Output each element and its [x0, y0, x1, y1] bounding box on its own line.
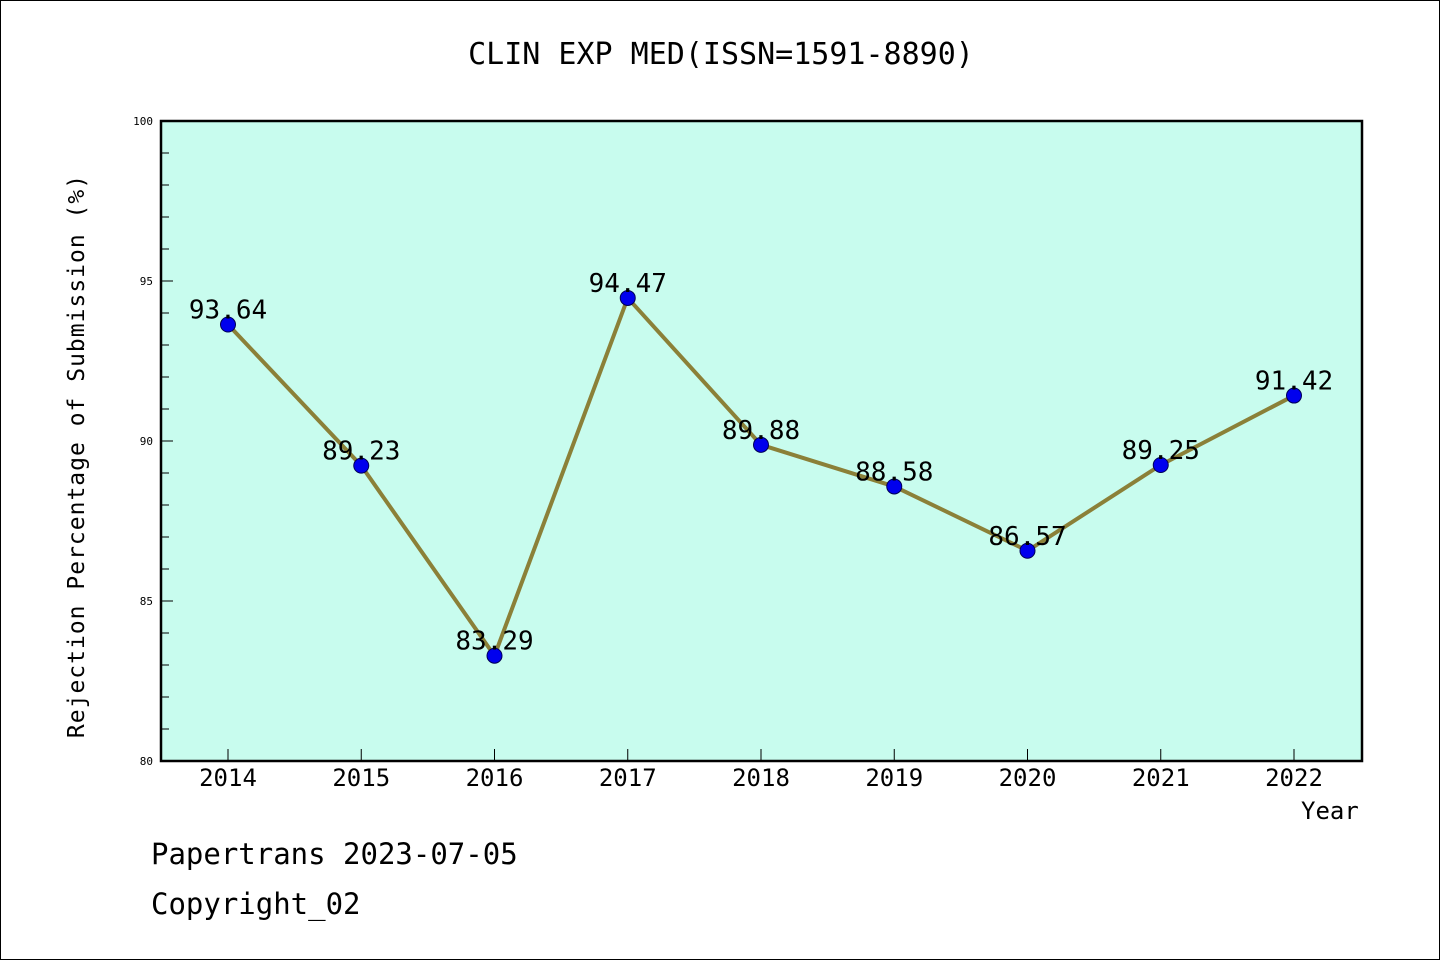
x-tick-label: 2019 — [865, 764, 923, 792]
y-axis-label: Rejection Percentage of Submission (%) — [64, 173, 90, 739]
data-label: 91.42 — [1255, 367, 1333, 397]
x-tick-label: 2021 — [1132, 764, 1190, 792]
x-tick-label: 2022 — [1265, 764, 1323, 792]
y-tick-label: 90 — [140, 435, 153, 448]
data-point — [1019, 542, 1036, 559]
data-point — [1152, 457, 1169, 473]
data-label: 88.58 — [855, 457, 933, 487]
data-label: 89.25 — [1122, 436, 1200, 466]
y-tick-label: 80 — [140, 755, 153, 768]
x-tick-label: 2017 — [599, 764, 657, 792]
y-tick-label: 100 — [133, 115, 153, 128]
data-label: 89.23 — [322, 437, 400, 467]
x-tick-label: 2016 — [466, 764, 524, 792]
data-label: 94.47 — [589, 269, 667, 299]
x-tick-label: 2020 — [999, 764, 1057, 792]
data-point — [353, 457, 370, 474]
data-point — [753, 436, 769, 453]
data-point — [619, 289, 636, 306]
footer-date: Papertrans 2023-07-05 — [151, 837, 518, 871]
data-label: 83.29 — [455, 627, 533, 657]
chart-title: CLIN EXP MED(ISSN=1591-8890) — [468, 37, 974, 72]
data-point — [220, 316, 236, 333]
x-tick-label: 2018 — [732, 764, 790, 792]
y-tick-label: 95 — [140, 275, 153, 288]
data-label: 89.88 — [722, 416, 800, 446]
footer-copyright: Copyright_02 — [151, 887, 361, 921]
data-point — [886, 478, 903, 495]
data-label: 86.57 — [988, 522, 1066, 552]
data-label: 93.64 — [189, 296, 267, 326]
y-tick-label: 85 — [140, 595, 153, 608]
data-point — [1286, 387, 1302, 404]
x-tick-label: 2015 — [332, 764, 390, 792]
x-axis-label: Year — [1301, 797, 1359, 825]
data-point — [486, 647, 503, 664]
x-tick-label: 2014 — [199, 764, 257, 792]
